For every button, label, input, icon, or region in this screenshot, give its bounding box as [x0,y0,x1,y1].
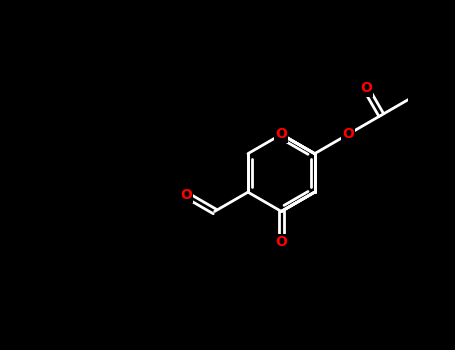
Text: O: O [180,188,192,202]
Text: O: O [275,127,287,141]
Text: O: O [275,235,287,249]
Text: O: O [342,127,354,141]
Text: O: O [360,82,372,96]
